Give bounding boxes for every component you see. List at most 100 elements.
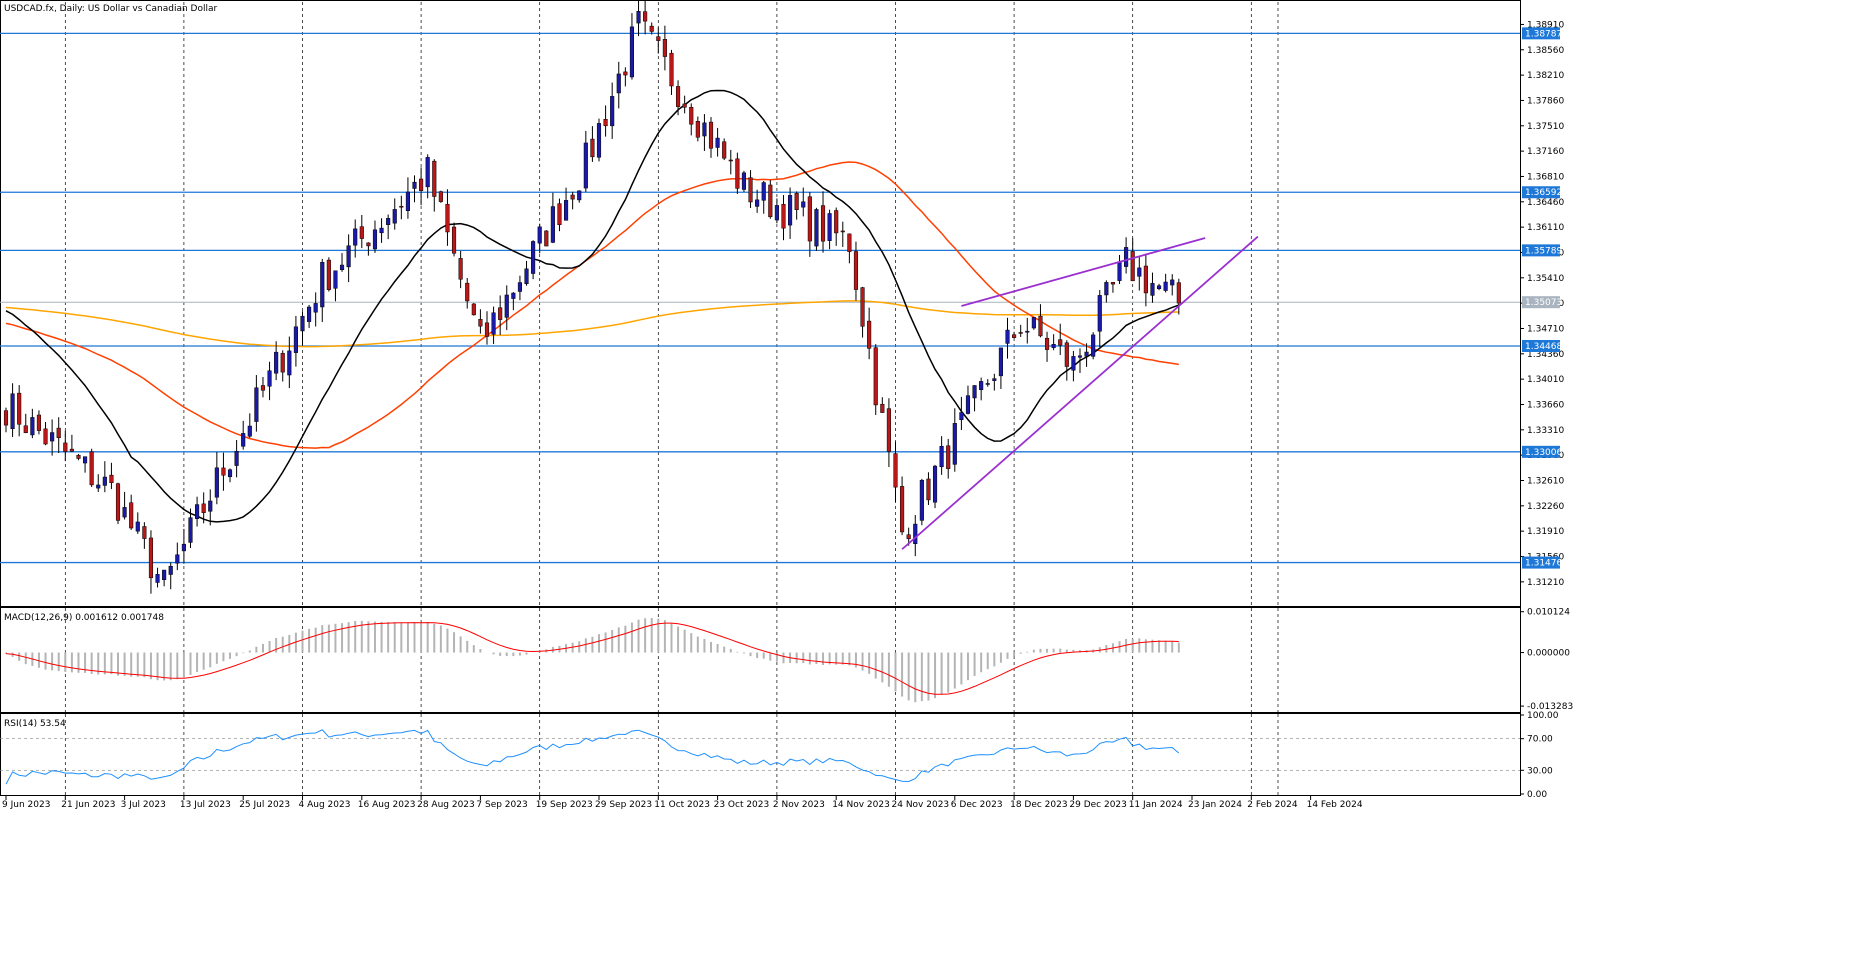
bull-candle	[827, 213, 832, 241]
y-tick-label: 1.32610	[1527, 476, 1564, 486]
bull-candle	[511, 292, 516, 299]
x-tick-label: 23 Oct 2023	[714, 800, 770, 810]
bear-candle	[748, 177, 753, 203]
bear-candle	[471, 303, 476, 316]
bull-candle	[208, 500, 213, 512]
rsi-line	[5, 729, 1180, 785]
y-tick-label: 1.34710	[1527, 324, 1564, 334]
bull-candle	[1170, 279, 1175, 286]
x-tick-label: 23 Jan 2024	[1188, 800, 1242, 810]
bull-candle	[596, 123, 602, 158]
bull-candle	[577, 190, 582, 201]
bull-candle	[274, 351, 279, 374]
bear-candle	[419, 178, 424, 191]
x-tick-label: 4 Aug 2023	[299, 800, 351, 810]
bull-candle	[932, 465, 938, 503]
bear-candle	[603, 119, 608, 127]
y-tick-label: 1.37510	[1527, 122, 1564, 132]
y-tick-label: 1.37160	[1527, 147, 1564, 157]
bull-candle	[761, 182, 766, 201]
bull-candle	[629, 26, 635, 78]
bull-candle	[1150, 283, 1155, 296]
bear-candle	[458, 258, 463, 280]
ma-slow-line	[5, 300, 1179, 348]
bear-candle	[451, 226, 457, 254]
bear-candle	[669, 52, 674, 87]
x-tick-label: 14 Nov 2023	[832, 800, 890, 810]
y-tick-label: 1.31210	[1527, 578, 1564, 588]
rsi-title: RSI(14) 53.54	[4, 719, 66, 729]
y-tick-label: 1.38910	[1527, 20, 1564, 30]
x-tick-label: 21 Jun 2023	[61, 800, 115, 810]
bull-candle	[524, 268, 529, 285]
x-tick-label: 16 Aug 2023	[358, 800, 416, 810]
price-tag-label: 1.34468	[1525, 342, 1562, 352]
bear-candle	[465, 282, 470, 302]
bear-candle	[63, 442, 68, 452]
bear-candle	[906, 534, 911, 540]
bull-candle	[346, 245, 351, 268]
bear-candle	[880, 403, 885, 413]
bear-candle	[847, 233, 852, 252]
bull-candle	[162, 569, 167, 580]
bull-candle	[972, 385, 977, 399]
x-tick-label: 29 Dec 2023	[1069, 800, 1127, 810]
x-tick-label: 18 Dec 2023	[1010, 800, 1068, 810]
bull-candle	[636, 11, 641, 24]
bull-candle	[992, 378, 997, 381]
bull-candle	[801, 201, 806, 208]
bull-candle	[227, 469, 233, 478]
bear-candle	[1018, 332, 1023, 334]
bull-candle	[998, 347, 1003, 377]
bear-candle	[76, 454, 81, 459]
bull-candle	[195, 504, 200, 519]
bear-candle	[728, 159, 733, 162]
price-tag-label: 1.33006	[1525, 448, 1562, 458]
bull-candle	[788, 195, 793, 226]
chart-title: USDCAD.fx, Daily: US Dollar vs Canadian …	[4, 4, 218, 14]
price-tag	[1522, 244, 1560, 257]
x-tick-label: 9 Jun 2023	[2, 800, 50, 810]
price-tag-label: 1.35789	[1525, 246, 1562, 256]
bull-candle	[1031, 317, 1036, 329]
price-tag-label: 1.31476	[1525, 559, 1562, 569]
bull-candle	[550, 206, 555, 243]
bull-candle	[247, 425, 252, 437]
bear-candle	[590, 138, 595, 158]
trendline	[901, 235, 1259, 550]
x-tick-label: 13 Jul 2023	[180, 800, 231, 810]
bear-candle	[56, 427, 61, 439]
x-tick-label: 2 Feb 2024	[1247, 800, 1298, 810]
bear-candle	[557, 203, 562, 226]
bull-candle	[155, 574, 160, 583]
trendline	[961, 237, 1206, 307]
bear-candle	[570, 194, 575, 200]
bear-candle	[662, 39, 667, 57]
x-tick-label: 29 Sep 2023	[595, 800, 652, 810]
bull-candle	[583, 142, 588, 189]
price-tag	[1522, 445, 1560, 458]
bull-candle	[1117, 261, 1122, 281]
bear-candle	[886, 408, 891, 452]
bear-candle	[1058, 339, 1063, 346]
bear-candle	[280, 353, 285, 373]
bull-candle	[181, 543, 186, 552]
y-tick-label: 1.36810	[1527, 172, 1564, 182]
bull-candle	[234, 451, 239, 466]
bull-candle	[379, 227, 384, 234]
macd-tick-label: 0.000000	[1527, 649, 1570, 659]
bear-candle	[682, 103, 687, 108]
bull-candle	[405, 191, 410, 212]
bear-candle	[115, 483, 121, 521]
bear-candle	[1044, 337, 1050, 350]
bull-candle	[50, 432, 55, 442]
price-tag-label: 1.38787	[1525, 29, 1562, 39]
bull-candle	[1156, 285, 1162, 290]
bull-candle	[1124, 247, 1129, 267]
bull-candle	[985, 383, 990, 385]
bear-candle	[129, 502, 134, 529]
y-tick-label: 1.31910	[1527, 527, 1564, 537]
bull-candle	[1077, 355, 1083, 358]
y-tick-label: 1.32260	[1527, 502, 1564, 512]
bear-candle	[860, 287, 865, 327]
